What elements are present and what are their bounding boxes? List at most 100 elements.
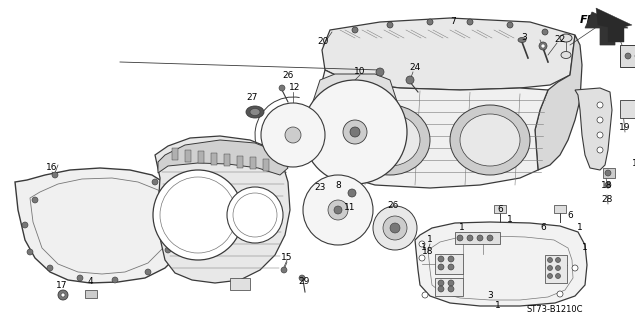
Circle shape bbox=[597, 102, 603, 108]
Ellipse shape bbox=[460, 114, 520, 166]
Circle shape bbox=[557, 291, 563, 297]
Circle shape bbox=[172, 219, 178, 225]
Circle shape bbox=[438, 280, 444, 286]
Circle shape bbox=[348, 189, 356, 197]
Circle shape bbox=[61, 293, 65, 297]
Bar bbox=[620, 45, 635, 67]
Polygon shape bbox=[155, 136, 290, 283]
Text: 12: 12 bbox=[290, 84, 301, 92]
Circle shape bbox=[153, 170, 243, 260]
Bar bbox=[230, 278, 250, 290]
Circle shape bbox=[32, 197, 38, 203]
Text: 7: 7 bbox=[450, 18, 456, 27]
Text: 14: 14 bbox=[612, 28, 623, 36]
Circle shape bbox=[438, 256, 444, 262]
Circle shape bbox=[58, 290, 68, 300]
Circle shape bbox=[373, 206, 417, 250]
Bar bbox=[494, 205, 506, 213]
Text: 1: 1 bbox=[421, 244, 427, 252]
Circle shape bbox=[419, 255, 425, 261]
Circle shape bbox=[597, 147, 603, 153]
Circle shape bbox=[343, 120, 367, 144]
Bar bbox=[545, 255, 567, 283]
Text: 23: 23 bbox=[314, 183, 326, 193]
Circle shape bbox=[448, 280, 454, 286]
Text: 18: 18 bbox=[422, 247, 434, 257]
Circle shape bbox=[328, 200, 348, 220]
Circle shape bbox=[467, 19, 473, 25]
Text: 3: 3 bbox=[521, 34, 527, 43]
Text: 6: 6 bbox=[601, 13, 607, 22]
Bar bbox=[554, 205, 566, 213]
Circle shape bbox=[457, 235, 463, 241]
Text: 6: 6 bbox=[540, 223, 546, 233]
Circle shape bbox=[422, 292, 428, 298]
Circle shape bbox=[383, 216, 407, 240]
Text: 10: 10 bbox=[354, 68, 366, 76]
Polygon shape bbox=[596, 8, 632, 42]
Circle shape bbox=[427, 19, 433, 25]
Text: 17: 17 bbox=[57, 281, 68, 290]
Circle shape bbox=[350, 127, 360, 137]
Circle shape bbox=[303, 175, 373, 245]
Bar bbox=[172, 148, 178, 160]
Circle shape bbox=[597, 117, 603, 123]
Bar bbox=[263, 158, 269, 171]
Circle shape bbox=[467, 235, 473, 241]
Text: 26: 26 bbox=[387, 201, 399, 210]
Circle shape bbox=[52, 172, 58, 178]
Text: 28: 28 bbox=[601, 196, 613, 204]
Circle shape bbox=[572, 265, 578, 271]
Polygon shape bbox=[415, 222, 587, 306]
Ellipse shape bbox=[350, 105, 430, 175]
Circle shape bbox=[556, 258, 561, 262]
Text: 4: 4 bbox=[87, 277, 93, 286]
Text: 18: 18 bbox=[601, 180, 613, 189]
Circle shape bbox=[22, 222, 28, 228]
Text: 16: 16 bbox=[46, 164, 58, 172]
Text: 3: 3 bbox=[487, 291, 493, 300]
Circle shape bbox=[406, 76, 414, 84]
Circle shape bbox=[376, 68, 384, 76]
Circle shape bbox=[112, 277, 118, 283]
Bar bbox=[198, 151, 204, 163]
Circle shape bbox=[605, 170, 611, 176]
Bar bbox=[250, 157, 256, 169]
Polygon shape bbox=[322, 18, 575, 90]
Text: 29: 29 bbox=[298, 277, 310, 286]
Polygon shape bbox=[575, 88, 612, 170]
Text: 13: 13 bbox=[632, 158, 635, 167]
Circle shape bbox=[387, 22, 393, 28]
Circle shape bbox=[279, 85, 285, 91]
Circle shape bbox=[77, 275, 83, 281]
Circle shape bbox=[605, 182, 611, 188]
Circle shape bbox=[556, 274, 561, 278]
Bar bbox=[185, 149, 191, 162]
Circle shape bbox=[281, 267, 287, 273]
Ellipse shape bbox=[246, 106, 264, 118]
Circle shape bbox=[152, 179, 158, 185]
Circle shape bbox=[165, 247, 171, 253]
Circle shape bbox=[47, 265, 53, 271]
Text: FR.: FR. bbox=[580, 15, 600, 25]
Circle shape bbox=[27, 249, 33, 255]
Bar bbox=[455, 232, 500, 244]
Circle shape bbox=[438, 264, 444, 270]
Text: 6: 6 bbox=[567, 211, 573, 220]
Text: 22: 22 bbox=[554, 36, 566, 44]
Circle shape bbox=[303, 80, 407, 184]
Bar bbox=[85, 290, 97, 298]
Circle shape bbox=[477, 235, 483, 241]
Circle shape bbox=[227, 187, 283, 243]
Text: 20: 20 bbox=[318, 37, 329, 46]
Text: 1: 1 bbox=[507, 215, 513, 225]
Polygon shape bbox=[15, 168, 183, 283]
Bar bbox=[237, 156, 243, 167]
Bar bbox=[211, 153, 217, 164]
Circle shape bbox=[547, 274, 552, 278]
Circle shape bbox=[542, 29, 548, 35]
Circle shape bbox=[448, 286, 454, 292]
Bar bbox=[224, 154, 230, 166]
Text: 24: 24 bbox=[410, 63, 420, 73]
Ellipse shape bbox=[450, 105, 530, 175]
